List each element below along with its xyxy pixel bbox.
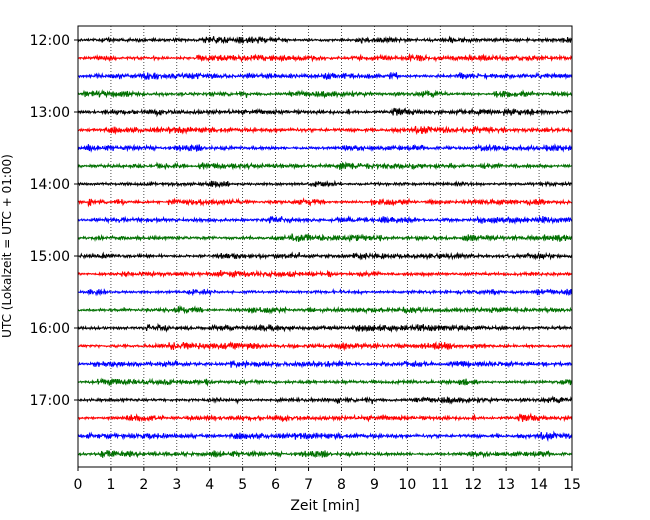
x-tick-label: 13	[497, 477, 515, 493]
plot-frame	[77, 25, 573, 468]
y-axis-ticks: 12:00 13:00 14:00 15:00 16:00 17:00	[30, 33, 78, 409]
y-tick-label: 13:00	[30, 105, 70, 121]
trace-line	[77, 269, 573, 279]
y-tick-label: 17:00	[30, 393, 70, 409]
plot-background	[78, 26, 572, 467]
trace-line	[77, 377, 573, 387]
trace-line	[77, 340, 573, 352]
trace-line	[77, 143, 573, 153]
trace-line	[77, 304, 573, 315]
trace-line	[77, 287, 573, 297]
y-tick-label: 16:00	[30, 321, 70, 337]
trace-line	[77, 430, 573, 442]
x-tick-label: 14	[530, 477, 548, 493]
x-tick-label: 4	[205, 477, 214, 493]
trace-line	[77, 197, 573, 208]
x-tick-label: 12	[464, 477, 482, 493]
trace-line	[77, 233, 573, 243]
trace-line	[77, 449, 573, 459]
trace-line	[77, 251, 573, 261]
trace-line	[77, 395, 573, 405]
trace-line	[77, 125, 573, 136]
y-tick-label: 15:00	[30, 249, 70, 265]
trace-line	[77, 35, 573, 45]
trace-line	[77, 412, 573, 423]
x-tick-label: 1	[106, 477, 115, 493]
trace-line	[77, 88, 573, 99]
x-tick-label: 15	[563, 477, 581, 493]
x-tick-label: 9	[370, 477, 379, 493]
x-axis-label: Zeit [min]	[290, 498, 359, 514]
trace-line	[77, 322, 573, 333]
x-tick-label: 8	[337, 477, 346, 493]
x-tick-label: 6	[271, 477, 280, 493]
y-axis-label: UTC (Lokalzeit = UTC + 01:00)	[0, 154, 14, 338]
x-tick-label: 11	[431, 477, 449, 493]
x-tick-label: 10	[398, 477, 416, 493]
y-tick-label: 14:00	[30, 177, 70, 193]
traces	[77, 35, 573, 459]
trace-line	[77, 52, 573, 63]
x-tick-label: 7	[304, 477, 313, 493]
x-tick-label: 5	[238, 477, 247, 493]
x-tick-label: 0	[74, 477, 83, 493]
x-tick-label: 3	[172, 477, 181, 493]
trace-line	[77, 179, 573, 189]
y-tick-label: 12:00	[30, 33, 70, 49]
trace-line	[77, 215, 573, 225]
trace-line	[77, 359, 573, 369]
trace-line	[77, 107, 573, 118]
x-tick-label: 2	[139, 477, 148, 493]
trace-line	[77, 71, 573, 81]
x-axis-ticks: 0 1 2 3 4 5 6 7 8 9 10 11 12 13 14 15	[74, 467, 581, 493]
trace-line	[77, 161, 573, 171]
